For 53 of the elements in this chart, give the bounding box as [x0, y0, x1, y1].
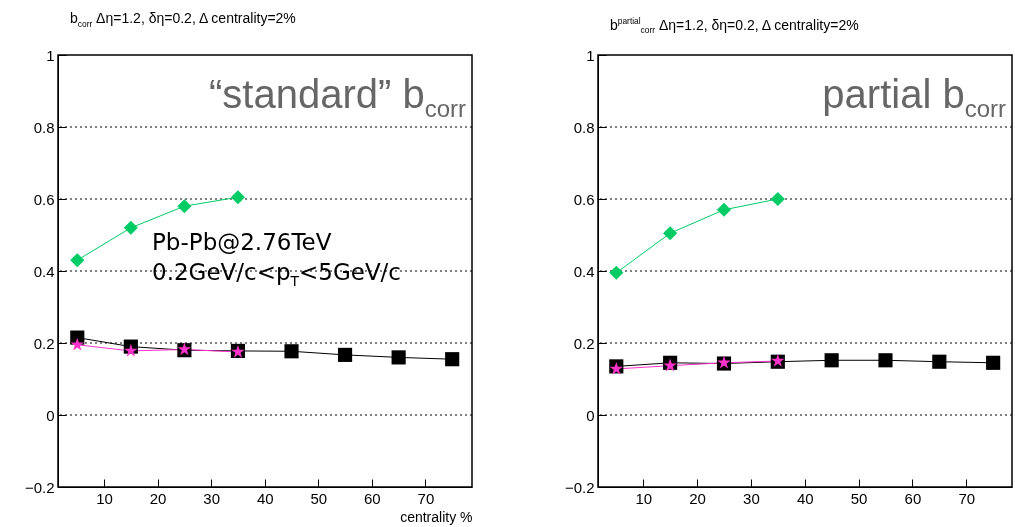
x-tick-label: 60 [364, 489, 381, 507]
y-tick-label: 1 [586, 46, 595, 64]
point [986, 355, 1001, 370]
x-tick-label: 40 [256, 489, 274, 507]
y-tick-label: 0.4 [573, 262, 595, 280]
point [338, 347, 353, 362]
y-tick-label: 0.6 [33, 190, 55, 208]
y-tick-label: 0 [46, 406, 55, 424]
annotation: 0.2GeV/c<p$_{T}$<5GeV/c [152, 258, 402, 291]
x-tick-label: 10 [635, 489, 653, 507]
y-tick-label: 1 [46, 46, 55, 64]
point [663, 226, 678, 241]
x-tick-label: 20 [689, 489, 706, 507]
point [878, 353, 893, 368]
point [932, 354, 947, 369]
y-tick-label: 0 [586, 406, 595, 424]
point [609, 265, 624, 280]
x-tick-label: 70 [417, 489, 435, 507]
x-tick-label: 20 [149, 489, 167, 507]
y-tick-label: −0.2 [24, 478, 55, 496]
point [230, 190, 246, 205]
x-tick-label: 60 [904, 489, 922, 507]
x-axis-title: centrality % [400, 508, 473, 525]
point [716, 202, 732, 217]
point [70, 337, 85, 351]
point [284, 344, 299, 359]
annotation: “standard” b$_{corr}$ [208, 72, 466, 123]
point [770, 191, 785, 207]
x-tick-label: 30 [203, 489, 221, 507]
annotation: partial b$_{corr}$ [822, 72, 1006, 123]
chart-title: b$^{partial}$$_{corr}$ Δη=1.2, δη=0.2, Δ centrality=2% [610, 16, 859, 36]
x-tick-label: 50 [310, 489, 328, 507]
y-tick-label: 0.2 [33, 334, 55, 352]
x-tick-label: 70 [958, 489, 976, 507]
point [70, 253, 85, 268]
x-tick-label: 10 [96, 489, 113, 507]
point [177, 199, 192, 214]
y-tick-label: 0.2 [573, 334, 595, 352]
x-tick-label: 50 [850, 489, 868, 507]
y-tick-label: 0.8 [573, 118, 595, 136]
point [123, 220, 138, 235]
point [824, 353, 839, 368]
y-tick-label: 0.4 [33, 262, 55, 280]
y-tick-label: 0.8 [33, 118, 55, 136]
y-tick-label: −0.2 [564, 478, 595, 496]
x-tick-label: 40 [796, 489, 814, 507]
point [124, 343, 138, 357]
y-tick-label: 0.6 [573, 190, 595, 208]
point [445, 352, 460, 367]
point [391, 350, 406, 365]
x-tick-label: 30 [743, 489, 760, 507]
chart-title: b$_{corr}$ Δη=1.2, δη=0.2, Δ centrality=2% [70, 10, 296, 29]
annotation: Pb-Pb@2.76TeV [152, 228, 332, 256]
